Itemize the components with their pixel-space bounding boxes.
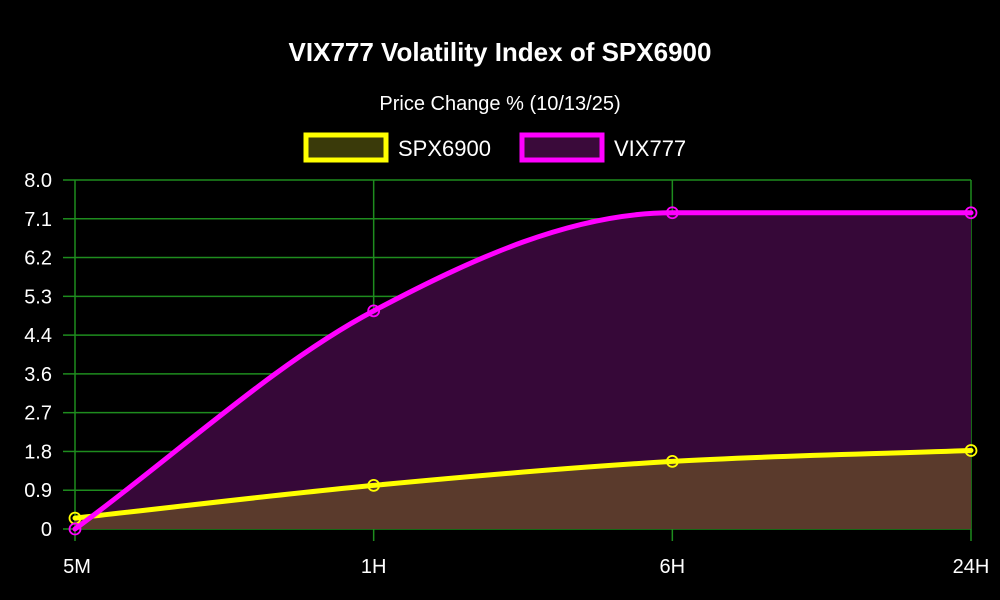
y-tick-label: 5.3 — [24, 286, 52, 308]
legend: SPX6900 VIX777 — [303, 132, 686, 163]
x-tick-label: 5M — [63, 556, 91, 578]
x-tick-label: 1H — [361, 556, 387, 578]
y-tick-label: 0 — [41, 519, 52, 541]
point-spx6900[interactable] — [367, 478, 381, 492]
point-layer — [68, 206, 978, 536]
y-tick-label: 1.8 — [24, 441, 52, 463]
line-vix777 — [72, 210, 974, 532]
area-vix777 — [75, 212, 971, 529]
area-layer — [75, 212, 971, 529]
line-layer — [72, 210, 974, 532]
x-axis-ticks: 5M 1H 6H 24H — [63, 556, 989, 578]
line-spx6900 — [72, 447, 974, 521]
x-tick-label: 6H — [660, 556, 686, 578]
chart-title: VIX777 Volatility Index of SPX6900 — [289, 37, 712, 67]
legend-item-spx6900[interactable]: SPX6900 — [303, 132, 491, 163]
point-spx6900[interactable] — [964, 444, 978, 457]
point-vix777[interactable] — [367, 304, 381, 318]
area-spx6900 — [75, 450, 971, 529]
y-tick-label: 4.4 — [24, 325, 52, 347]
y-tick-label: 0.9 — [24, 480, 52, 502]
legend-swatch-spx6900 — [303, 132, 389, 163]
legend-swatch-vix777 — [519, 132, 605, 163]
x-tick-label: 24H — [953, 556, 990, 578]
chart-subtitle: Price Change % (10/13/25) — [379, 93, 620, 115]
legend-label-spx6900: SPX6900 — [398, 136, 491, 161]
y-tick-label: 7.1 — [24, 209, 52, 231]
point-vix777[interactable] — [665, 206, 679, 220]
point-spx6900[interactable] — [665, 454, 679, 468]
legend-item-vix777[interactable]: VIX777 — [519, 132, 686, 163]
y-axis-ticks: 0 0.9 1.8 2.7 3.6 4.4 5.3 6.2 7.1 8.0 — [24, 170, 52, 541]
y-tick-label: 6.2 — [24, 248, 52, 270]
y-tick-label: 3.6 — [24, 364, 52, 386]
point-vix777[interactable] — [68, 522, 82, 536]
y-tick-label: 8.0 — [24, 170, 52, 192]
y-tick-label: 2.7 — [24, 403, 52, 425]
legend-label-vix777: VIX777 — [614, 136, 686, 161]
point-vix777[interactable] — [964, 206, 978, 220]
